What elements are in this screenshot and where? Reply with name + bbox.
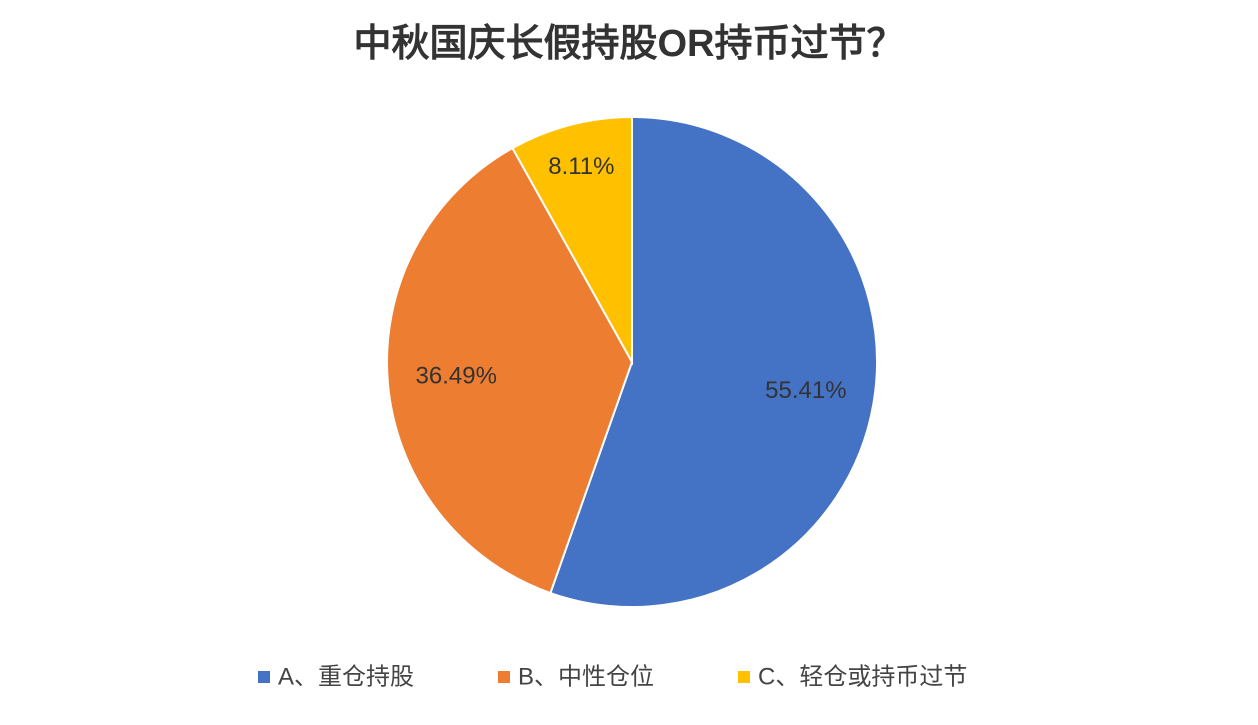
chart-title: 中秋国庆长假持股OR持币过节？ [353, 23, 904, 65]
legend-label: A、重仓持股 [278, 663, 414, 690]
data-label: 8.11% [548, 153, 614, 180]
legend-label: C、轻仓或持币过节 [758, 663, 967, 690]
legend-swatch [498, 671, 510, 683]
pie-slice [386, 146, 634, 595]
legend-swatch [738, 671, 750, 683]
data-label: 55.41% [765, 377, 846, 404]
legend-swatch [258, 671, 270, 683]
pie-slice [511, 115, 633, 366]
data-label: 36.49% [416, 362, 497, 389]
legend-label: B、中性仓位 [518, 663, 654, 690]
